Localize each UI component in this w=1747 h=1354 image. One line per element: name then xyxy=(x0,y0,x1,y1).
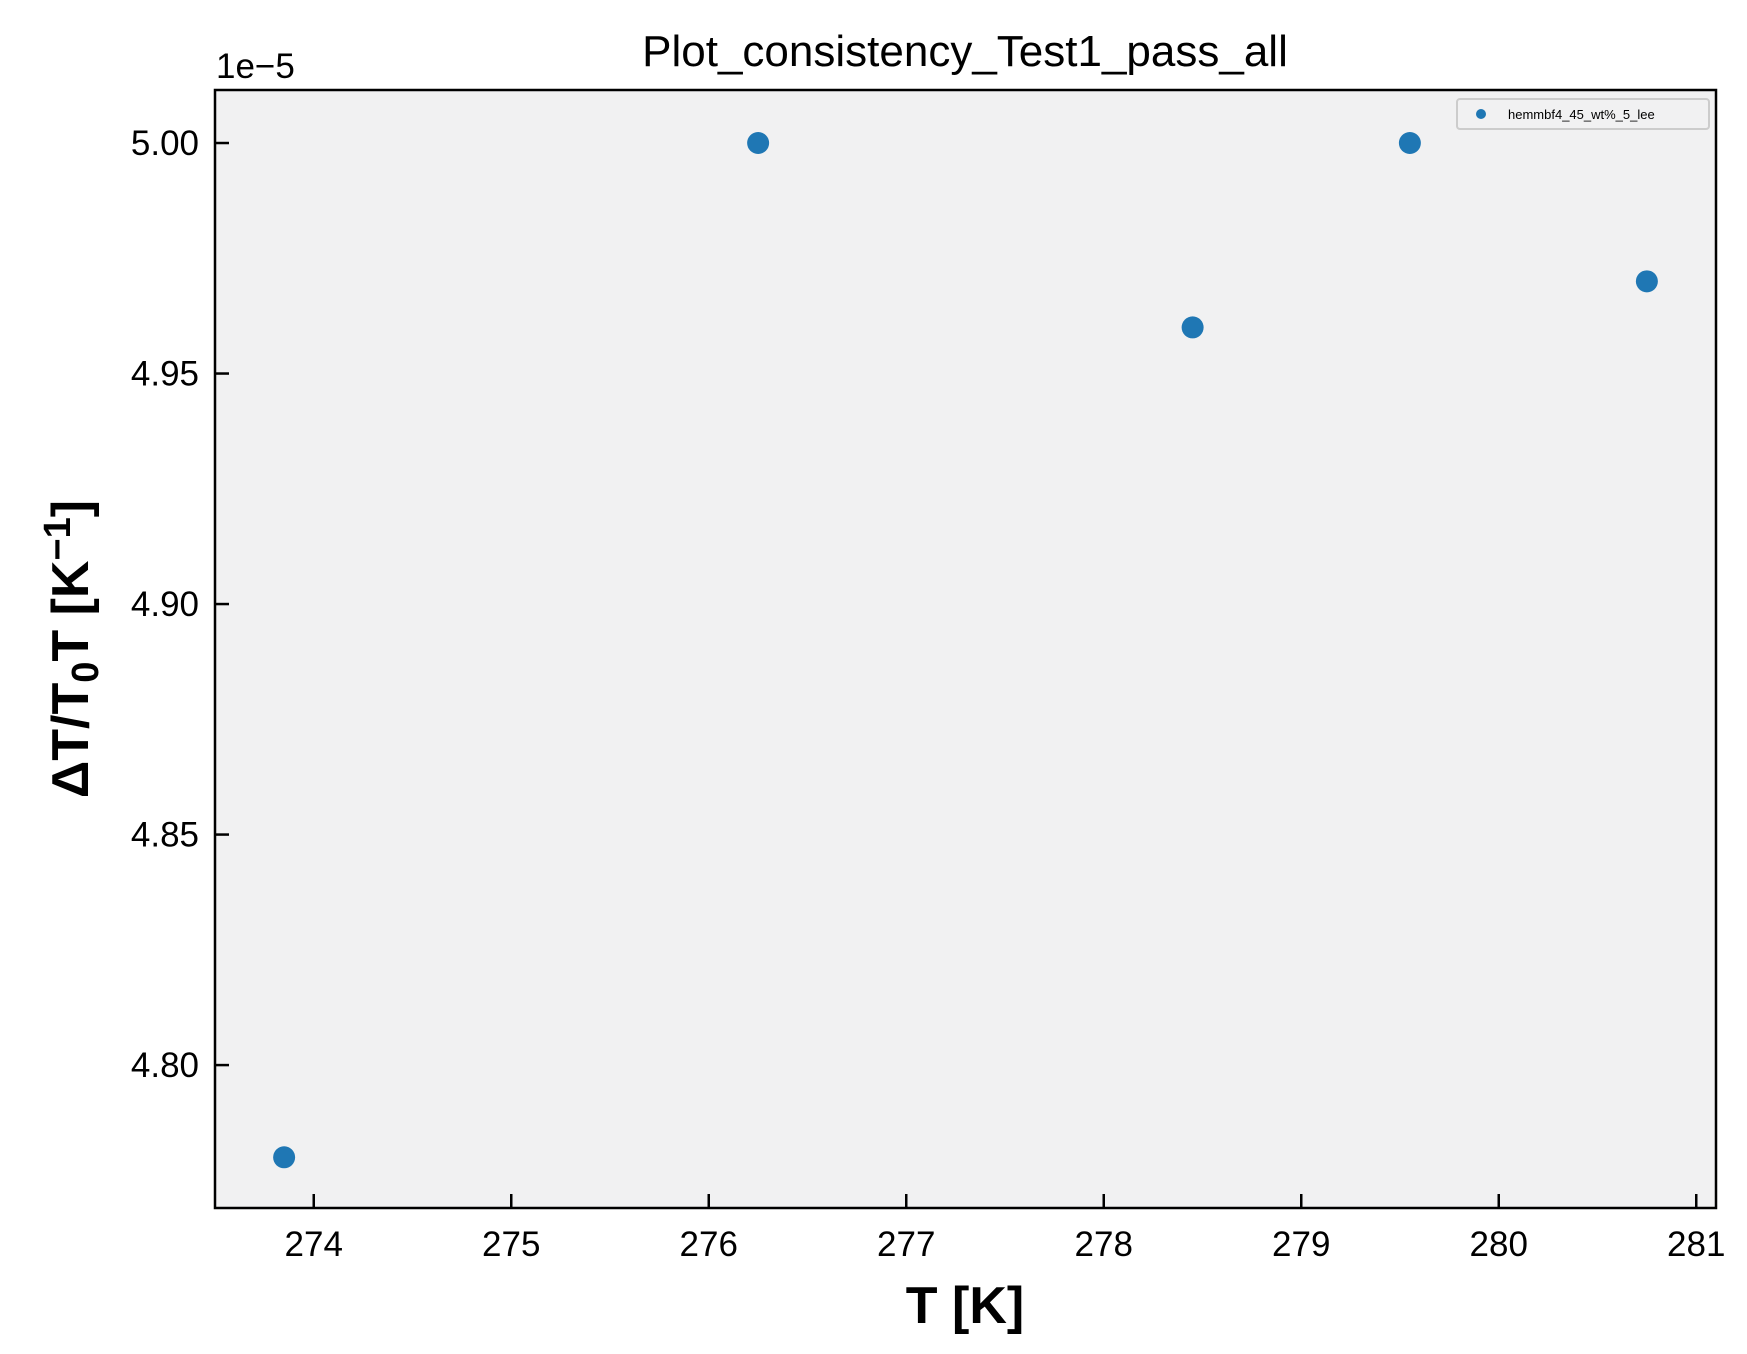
plot-area xyxy=(215,90,1716,1208)
plot-frame xyxy=(213,88,1718,1210)
y-tick-label: 4.85 xyxy=(131,816,199,855)
x-axis-label: T [K] xyxy=(906,1277,1024,1335)
x-tick-label: 275 xyxy=(482,1225,540,1264)
x-tick-label: 281 xyxy=(1667,1225,1725,1264)
legend: hemmbf4_45_wt%_5_lee xyxy=(1456,98,1710,130)
y-tick-label: 4.80 xyxy=(131,1046,199,1085)
legend-marker xyxy=(1476,109,1486,119)
x-tick-label: 274 xyxy=(285,1225,343,1264)
x-tick-label: 276 xyxy=(680,1225,738,1264)
legend-box xyxy=(1456,98,1710,130)
x-tick-label: 278 xyxy=(1075,1225,1133,1264)
chart-title: Plot_consistency_Test1_pass_all xyxy=(642,27,1288,76)
y-tick-label: 4.95 xyxy=(131,355,199,394)
data-point xyxy=(273,1146,296,1169)
y-axis-ticks: 4.80 4.85 4.90 4.95 5.00 xyxy=(131,124,229,1085)
data-point xyxy=(1398,132,1421,155)
y-tick-label: 5.00 xyxy=(131,124,199,163)
x-tick-label: 279 xyxy=(1272,1225,1330,1264)
legend-label: hemmbf4_45_wt%_5_lee xyxy=(1508,107,1655,122)
data-point xyxy=(1635,270,1658,293)
y-tick-label: 4.90 xyxy=(131,585,199,624)
y-offset-label: 1e−5 xyxy=(216,47,295,86)
data-point xyxy=(1181,316,1204,339)
x-tick-label: 277 xyxy=(877,1225,935,1264)
data-point xyxy=(747,132,770,155)
x-tick-label: 280 xyxy=(1470,1225,1528,1264)
x-axis-ticks: 274 275 276 277 278 279 280 281 xyxy=(285,1194,1725,1264)
data-points xyxy=(273,132,1658,1169)
